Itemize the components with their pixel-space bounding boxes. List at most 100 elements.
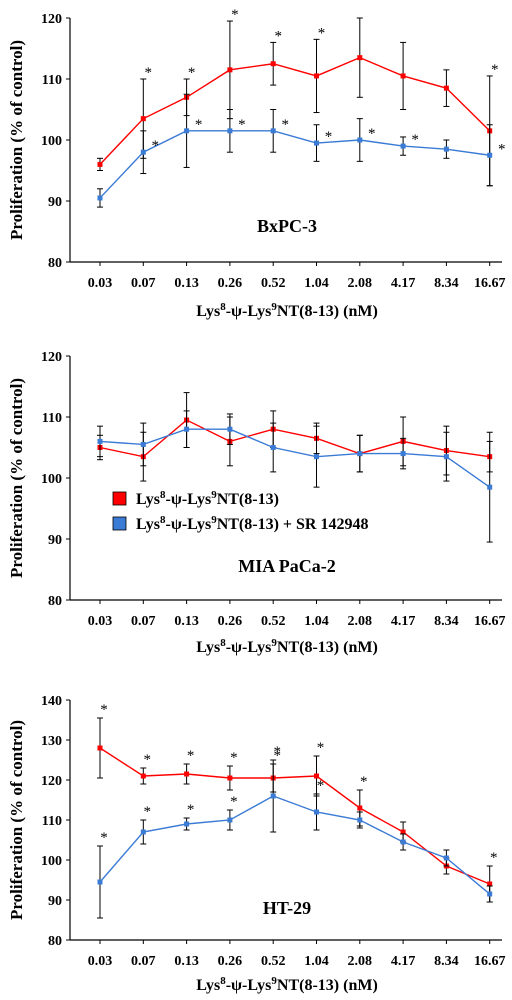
chart-panel-3: 80 90 100 110 120 130 140 0.03 0.07 0.13 0.26 0.52 1…	[7, 694, 505, 994]
data-point	[357, 55, 363, 61]
y-tick-label: 130	[41, 734, 62, 749]
chart-title: HT-29	[263, 898, 311, 918]
x-tick-label: 16.67	[474, 276, 506, 291]
data-point	[357, 137, 363, 143]
series-1	[97, 392, 493, 482]
series-line	[99, 428, 491, 488]
label-part: -ψ-Lys	[166, 516, 212, 533]
significance-star: *	[231, 7, 239, 23]
x-tick-label: 0.07	[131, 614, 156, 629]
label-part: Lys	[136, 516, 160, 533]
significance-star: *	[281, 117, 289, 133]
y-tick-label: 80	[48, 594, 62, 609]
significance-star: *	[195, 117, 203, 133]
label-part: -ψ-Lys	[226, 639, 272, 656]
x-tick-label: 0.26	[218, 954, 243, 969]
data-point	[140, 149, 146, 155]
significance-star: *	[188, 65, 196, 81]
y-tick-label: 80	[48, 934, 62, 949]
label-part: NT(8-13) (nM)	[277, 303, 378, 320]
x-tick-label: 2.08	[348, 276, 373, 291]
data-point	[140, 829, 146, 835]
significance-star: *	[317, 778, 325, 794]
x-tick-label: 0.03	[88, 954, 113, 969]
x-tick-label: 8.34	[434, 954, 459, 969]
x-tick-label: 4.17	[391, 954, 416, 969]
significance-star: *	[230, 750, 238, 766]
data-point	[314, 454, 319, 460]
y-tick-label: 90	[48, 533, 62, 548]
significance-star: *	[318, 25, 326, 41]
x-tick-label: 16.67	[474, 614, 506, 629]
x-tick-label: 4.17	[391, 276, 416, 291]
significance-star: *	[411, 132, 419, 148]
significance-star: *	[273, 744, 281, 760]
superscript: 9	[271, 637, 277, 649]
data-point	[443, 454, 449, 460]
legend-swatch	[112, 516, 127, 531]
data-point	[97, 438, 103, 444]
x-tick-label: 0.03	[88, 614, 113, 629]
label-part: Lys	[136, 491, 160, 508]
data-point	[314, 773, 319, 779]
data-point	[227, 426, 233, 432]
data-point	[357, 805, 363, 811]
chart-title: MIA PaCa-2	[238, 556, 336, 576]
x-tick-label: 4.17	[391, 614, 416, 629]
superscript: 8	[160, 514, 166, 526]
y-tick-label: 90	[48, 894, 62, 909]
label-part: NT(8-13) (nM)	[277, 977, 378, 994]
data-point	[314, 140, 319, 146]
y-tick-label: 110	[42, 814, 62, 829]
x-axis-label: Lys8-ψ-Lys9NT(8-13) (nM)	[196, 975, 378, 994]
y-tick-label: 110	[42, 411, 62, 426]
significance-star: *	[187, 802, 195, 818]
x-axis-label: Lys8-ψ-Lys9NT(8-13) (nM)	[196, 637, 378, 656]
series-1: ** * * * ***	[97, 702, 497, 903]
superscript: 9	[271, 301, 277, 313]
superscript: 9	[211, 489, 217, 501]
data-point	[227, 128, 233, 134]
series-line	[99, 130, 490, 199]
data-point	[400, 829, 406, 835]
significance-star: *	[274, 28, 282, 44]
superscript: 9	[211, 514, 217, 526]
y-tick-label: 100	[41, 472, 62, 487]
x-tick-label: 0.52	[261, 614, 286, 629]
x-tick-label: 0.13	[174, 276, 199, 291]
label-part: Lys	[196, 977, 220, 994]
x-tick-label: 0.03	[88, 276, 113, 291]
label-part: -ψ-Lys	[226, 303, 272, 320]
x-tick-label: 8.34	[434, 276, 459, 291]
data-point	[270, 445, 276, 450]
data-point	[184, 426, 190, 432]
data-point	[314, 73, 319, 79]
series-2	[97, 410, 493, 543]
data-point	[270, 128, 276, 134]
series-line	[99, 795, 491, 895]
data-point	[400, 451, 406, 457]
label-part: Lys	[196, 303, 220, 320]
data-point	[487, 891, 493, 897]
label-part: NT(8-13) (nM)	[277, 639, 378, 656]
data-point	[227, 67, 233, 73]
series-1: * * * * * *	[97, 7, 498, 187]
data-point	[184, 128, 190, 134]
significance-star: *	[273, 748, 281, 764]
y-tick-label: 120	[41, 12, 62, 27]
y-axis-label: Proliferation (% of control)	[7, 40, 26, 240]
superscript: 8	[160, 489, 166, 501]
data-point	[443, 855, 449, 861]
y-tick-label: 90	[48, 195, 62, 210]
chart-panel-1: 80 90 100 110 120 0.03 0.07 0.13 0.26 0.52 1.04 2.0…	[7, 7, 505, 320]
data-point	[97, 195, 103, 201]
data-point	[443, 146, 449, 152]
significance-star: *	[152, 138, 160, 154]
series-line	[99, 56, 491, 165]
data-point	[400, 143, 406, 149]
legend: Lys8-ψ-Lys9NT(8-13)Lys8-ψ-Lys9NT(8-13) +…	[112, 489, 368, 533]
data-point	[487, 484, 493, 490]
x-tick-label: 0.13	[174, 954, 199, 969]
legend-label: Lys8-ψ-Lys9NT(8-13)	[136, 489, 279, 508]
